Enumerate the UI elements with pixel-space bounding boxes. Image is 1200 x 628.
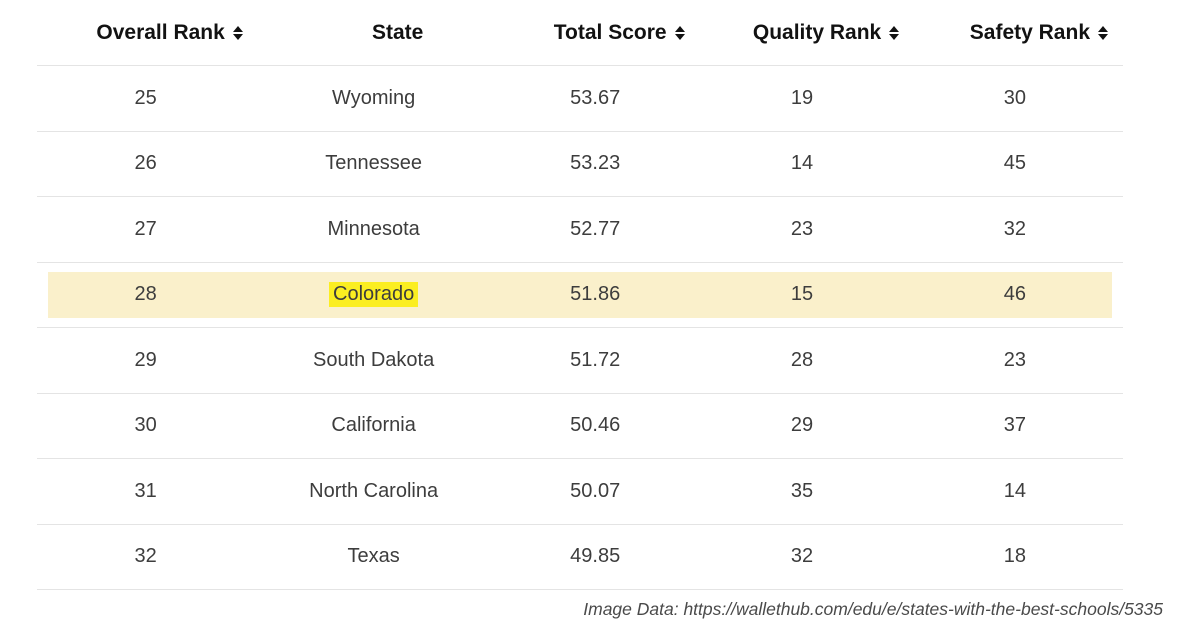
cell-overall-rank: 30 [134,414,157,437]
cell-overall-rank: 27 [134,217,157,240]
cell-quality-rank: 23 [790,217,814,240]
state-text: Tennessee [325,152,423,175]
table-row: 31 North Carolina 50.07 35 14 [37,459,1123,525]
sort-up-down-icon[interactable] [889,25,900,40]
cell-quality-rank: 32 [790,545,814,568]
cell-safety-rank: 32 [1003,217,1027,240]
state-text: Wyoming [332,86,416,109]
header-label: State [371,20,424,44]
sort-up-down-icon[interactable] [232,25,243,40]
table-row: 30 California 50.46 29 37 [37,394,1123,459]
state-text: California [331,414,416,437]
cell-state: South Dakota [254,349,493,372]
header-label: Overall Rank [96,20,225,44]
cell-safety-rank: 37 [1003,414,1027,437]
table-row: 32 Texas 49.85 32 18 [37,525,1123,590]
cell-overall-rank: 26 [134,152,157,175]
cell-safety-rank: 30 [1003,86,1027,109]
sort-up-down-icon[interactable] [1098,25,1108,40]
image-data-citation: Image Data: https://wallethub.com/edu/e/… [583,599,1163,619]
cell-overall-rank: 28 [134,283,157,306]
state-text: Minnesota [327,217,420,240]
header-safety-rank[interactable]: Safety Rank [907,21,1123,45]
header-quality-rank[interactable]: Quality Rank [697,21,907,45]
cell-safety-rank: 23 [1003,348,1027,371]
cell-state: Colorado [254,282,493,308]
cell-total-score: 51.86 [570,283,621,306]
cell-quality-rank: 35 [790,479,814,502]
cell-total-score: 49.85 [570,545,621,568]
cell-overall-rank: 29 [134,348,157,371]
table-body: 25 Wyoming 53.67 19 30 26 Tennessee 53.2… [37,66,1123,590]
cell-safety-rank: 18 [1003,545,1027,568]
header-label: Quality Rank [752,20,882,44]
cell-state: California [254,414,493,437]
cell-state: Minnesota [254,218,493,241]
cell-state: Texas [254,545,493,568]
cell-total-score: 53.23 [570,152,621,175]
rankings-table: Overall Rank State Total Score Quality R… [37,0,1123,590]
cell-quality-rank: 14 [790,152,814,175]
header-state: State [254,21,493,45]
table-row: 27 Minnesota 52.77 23 32 [37,197,1123,263]
cell-safety-rank: 46 [1003,283,1027,306]
cell-quality-rank: 19 [790,86,814,109]
header-total-score[interactable]: Total Score [493,21,697,45]
cell-total-score: 52.77 [570,217,621,240]
cell-total-score: 50.46 [570,414,621,437]
cell-overall-rank: 25 [134,86,157,109]
state-text: South Dakota [313,348,435,371]
cell-quality-rank: 29 [790,414,814,437]
state-text: Texas [347,545,400,568]
cell-state: Tennessee [254,152,493,175]
cell-total-score: 51.72 [570,348,621,371]
cell-quality-rank: 28 [790,348,814,371]
header-label: Safety Rank [969,20,1090,44]
table-row: 28 Colorado 51.86 15 46 [37,263,1123,328]
state-text: North Carolina [309,479,439,502]
cell-total-score: 53.67 [570,86,621,109]
cell-safety-rank: 14 [1003,479,1027,502]
cell-overall-rank: 31 [134,479,157,502]
table-row: 25 Wyoming 53.67 19 30 [37,66,1123,132]
cell-safety-rank: 45 [1003,152,1027,175]
cell-quality-rank: 15 [790,283,814,306]
state-text: Colorado [329,282,419,308]
header-label: Total Score [553,20,667,44]
sort-up-down-icon[interactable] [674,25,685,40]
table-row: 29 South Dakota 51.72 28 23 [37,328,1123,394]
cell-total-score: 50.07 [570,479,621,502]
table-header: Overall Rank State Total Score Quality R… [37,0,1123,66]
cell-state: North Carolina [254,480,493,503]
header-overall-rank[interactable]: Overall Rank [37,21,254,45]
cell-state: Wyoming [254,87,493,110]
table-row: 26 Tennessee 53.23 14 45 [37,132,1123,197]
cell-overall-rank: 32 [134,545,157,568]
